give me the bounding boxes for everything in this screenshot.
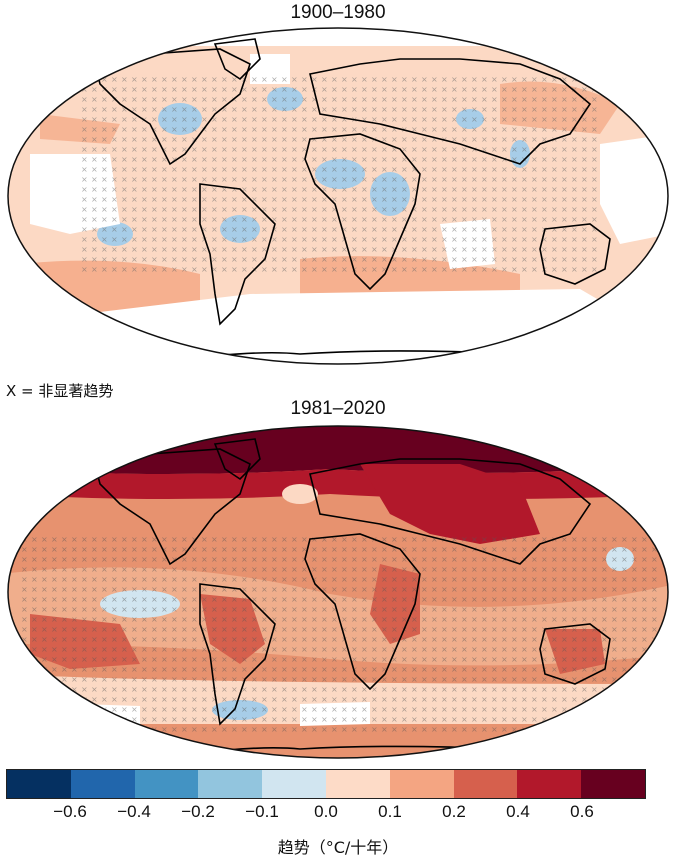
- colorbar-swatch: [70, 770, 135, 798]
- hatching-legend-note: X = 非显著趋势: [6, 382, 114, 400]
- colorbar-swatch: [389, 770, 454, 798]
- colorbar-tick: 0.0: [314, 802, 338, 821]
- colorbar-tick: 0.6: [570, 802, 594, 821]
- colorbar-tick: −0.4: [117, 802, 151, 821]
- colorbar-swatch: [262, 770, 326, 798]
- map-title-1900-1980: 1900–1980: [290, 2, 386, 23]
- colorbar-tick: −0.6: [53, 802, 87, 821]
- colorbar-swatch: [325, 770, 390, 798]
- colorbar-tick: −0.1: [245, 802, 279, 821]
- colorbar-tick: 0.1: [378, 802, 402, 821]
- colorbar-swatch: [581, 770, 645, 798]
- trend-map-1900-1980: ×: [7, 27, 669, 365]
- colorbar-ticks: −0.6 −0.4 −0.2 −0.1 0.0 0.1 0.2 0.4 0.6: [0, 800, 676, 830]
- colorbar-tick: 0.4: [506, 802, 530, 821]
- colorbar-tick: 0.2: [442, 802, 466, 821]
- colorbar-swatch: [453, 770, 518, 798]
- colorbar: [6, 769, 646, 799]
- colorbar-swatch: [7, 770, 71, 798]
- colorbar-tick: −0.2: [181, 802, 215, 821]
- colorbar-label: 趋势（°C/十年）: [277, 838, 399, 857]
- colorbar-swatch: [134, 770, 199, 798]
- map-title-1981-2020: 1981–2020: [290, 398, 386, 419]
- colorbar-swatch: [198, 770, 263, 798]
- trend-map-1981-2020: ×: [7, 425, 669, 759]
- colorbar-swatch: [517, 770, 582, 798]
